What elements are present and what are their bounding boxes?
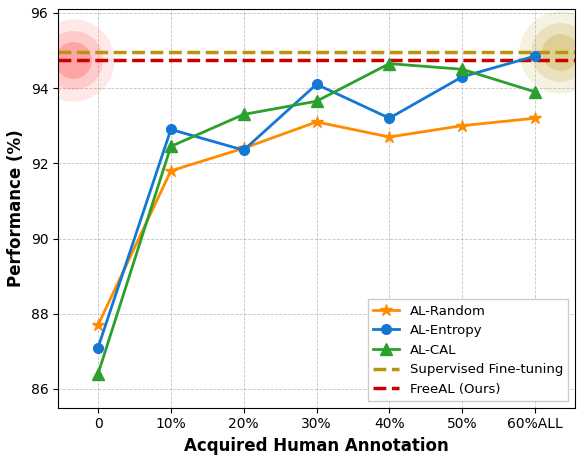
AL-Entropy [168, 127, 175, 132]
AL-Entropy [459, 74, 466, 79]
AL-Random [531, 116, 538, 121]
AL-Random [313, 119, 320, 125]
AL-CAL [531, 89, 538, 95]
AL-Entropy [240, 147, 247, 153]
AL-Entropy [531, 53, 538, 59]
Point [556, 49, 565, 56]
Point [68, 56, 77, 64]
Supervised Fine-tuning [168, 49, 175, 55]
AL-Random [459, 123, 466, 128]
AL-Random [386, 134, 393, 140]
Line: AL-Entropy: AL-Entropy [93, 51, 540, 353]
FreeAL (Ours) [94, 57, 101, 63]
AL-Entropy [386, 116, 393, 121]
AL-Random [240, 146, 247, 151]
Line: AL-CAL: AL-CAL [93, 58, 541, 379]
AL-CAL [386, 61, 393, 67]
Supervised Fine-tuning [94, 49, 101, 55]
Y-axis label: Performance (%): Performance (%) [7, 130, 25, 287]
AL-Random [168, 168, 175, 174]
AL-Entropy [313, 81, 320, 87]
FreeAL (Ours) [168, 57, 175, 63]
AL-CAL [94, 371, 101, 377]
Point [556, 49, 565, 56]
X-axis label: Acquired Human Annotation: Acquired Human Annotation [184, 437, 449, 455]
AL-Random [94, 322, 101, 328]
Legend: AL-Random, AL-Entropy, AL-CAL, Supervised Fine-tuning, FreeAL (Ours): AL-Random, AL-Entropy, AL-CAL, Supervise… [368, 299, 569, 401]
AL-CAL [459, 67, 466, 72]
Line: AL-Random: AL-Random [92, 112, 541, 331]
AL-CAL [313, 98, 320, 104]
AL-CAL [168, 144, 175, 149]
AL-Entropy [94, 345, 101, 350]
Point [68, 56, 77, 64]
Point [556, 49, 565, 56]
AL-CAL [240, 112, 247, 117]
Point [68, 56, 77, 64]
